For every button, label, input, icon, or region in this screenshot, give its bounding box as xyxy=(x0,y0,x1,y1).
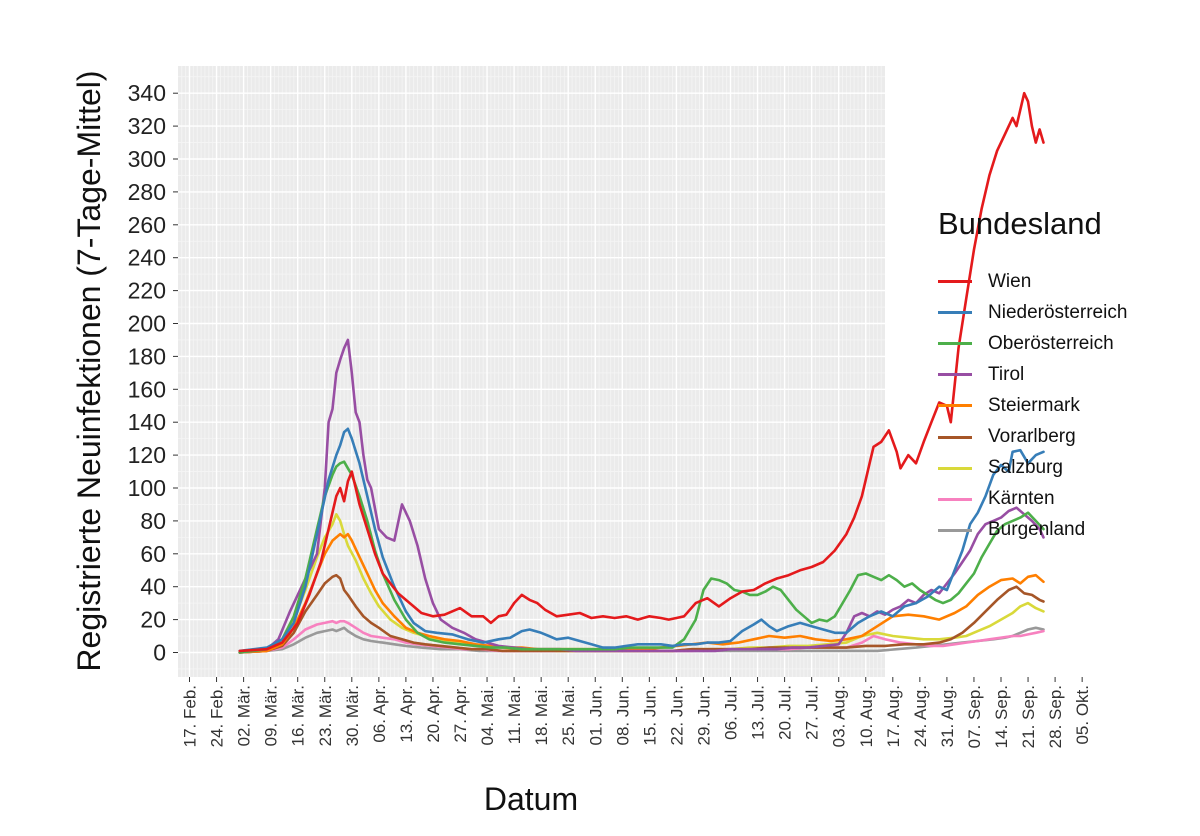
legend-label: Steiermark xyxy=(988,394,1080,416)
x-tick-label: 18. Mai. xyxy=(532,685,551,745)
y-tick-label: 140 xyxy=(128,409,166,435)
x-tick-label: 20. Apr. xyxy=(424,685,443,743)
legend-item: Vorarlberg xyxy=(938,421,1188,452)
x-tick-label: 16. Mär. xyxy=(289,685,308,746)
legend-item: Wien xyxy=(938,266,1188,297)
x-tick-label: 17. Aug. xyxy=(884,685,903,747)
x-tick-label: 27. Apr. xyxy=(451,685,470,743)
y-tick-label: 200 xyxy=(128,311,166,337)
series-line-tirol xyxy=(238,338,1045,654)
legend-item: Kärnten xyxy=(938,484,1188,515)
legend-swatch xyxy=(938,404,972,408)
legend-swatch xyxy=(938,311,972,315)
y-axis-ticks: 0 20 40 60 80 100 120 140 160 180 200 220 240 260 280 3… xyxy=(128,80,178,666)
legend-item: Oberösterreich xyxy=(938,328,1188,359)
x-tick-label: 11. Mai. xyxy=(505,685,524,744)
x-axis-label: Datum xyxy=(484,781,578,817)
y-tick-label: 240 xyxy=(128,245,166,271)
x-tick-label: 10. Aug. xyxy=(857,685,876,747)
x-tick-label: 25. Mai. xyxy=(559,685,578,745)
y-tick-label: 0 xyxy=(153,640,166,666)
x-tick-label: 13. Jul. xyxy=(749,685,768,740)
x-tick-label: 14. Sep. xyxy=(992,685,1011,748)
x-tick-label: 22. Jun. xyxy=(667,685,686,746)
legend-item: Niederösterreich xyxy=(938,297,1188,328)
x-tick-label: 31. Aug. xyxy=(938,685,957,747)
x-tick-label: 24. Feb. xyxy=(208,685,227,747)
legend-item: Burgenland xyxy=(938,515,1188,546)
legend: Bundesland Wien Niederösterreich Oberöster… xyxy=(938,206,1188,546)
legend-swatch xyxy=(938,342,972,346)
legend-item: Tirol xyxy=(938,359,1188,390)
legend-swatch xyxy=(938,435,972,439)
y-tick-label: 20 xyxy=(140,607,166,633)
x-tick-label: 05. Okt. xyxy=(1073,685,1092,745)
x-tick-label: 01. Jun. xyxy=(586,685,605,746)
legend-items: Wien Niederösterreich Oberösterreich Tirol S… xyxy=(938,266,1188,546)
x-tick-label: 03. Aug. xyxy=(830,685,849,747)
x-tick-label: 20. Jul. xyxy=(776,685,795,740)
legend-label: Niederösterreich xyxy=(988,301,1128,323)
legend-item: Salzburg xyxy=(938,453,1188,484)
x-tick-label: 13. Apr. xyxy=(397,685,416,743)
legend-label: Oberösterreich xyxy=(988,332,1114,354)
legend-label: Kärnten xyxy=(988,488,1055,510)
legend-swatch xyxy=(938,466,972,470)
y-tick-label: 320 xyxy=(128,113,166,139)
x-tick-label: 23. Mär. xyxy=(316,685,335,746)
x-tick-label: 09. Mär. xyxy=(262,685,281,746)
series-lines xyxy=(238,91,1045,654)
x-tick-label: 06. Jul. xyxy=(722,685,741,740)
x-tick-label: 06. Apr. xyxy=(370,685,389,743)
x-tick-label: 28. Sep. xyxy=(1046,685,1065,748)
x-tick-label: 17. Feb. xyxy=(181,685,200,747)
y-tick-label: 220 xyxy=(128,278,166,304)
legend-label: Salzburg xyxy=(988,457,1063,479)
x-tick-label: 27. Jul. xyxy=(803,685,822,740)
legend-label: Vorarlberg xyxy=(988,426,1076,448)
y-tick-label: 260 xyxy=(128,212,166,238)
series-line-niederösterreich xyxy=(238,427,1045,653)
y-tick-label: 300 xyxy=(128,146,166,172)
x-tick-label: 24. Aug. xyxy=(911,685,930,747)
x-tick-label: 15. Jun. xyxy=(640,685,659,746)
legend-swatch xyxy=(938,497,972,501)
y-tick-label: 120 xyxy=(128,442,166,468)
y-tick-label: 280 xyxy=(128,179,166,205)
legend-label: Wien xyxy=(988,270,1032,292)
legend-label: Burgenland xyxy=(988,519,1086,541)
x-tick-label: 07. Sep. xyxy=(965,685,984,748)
y-tick-label: 60 xyxy=(140,541,166,567)
legend-item: Steiermark xyxy=(938,390,1188,421)
x-tick-label: 29. Jun. xyxy=(694,685,713,746)
y-tick-label: 80 xyxy=(140,508,166,534)
x-tick-label: 08. Jun. xyxy=(613,685,632,746)
plot-panel xyxy=(178,66,885,677)
y-tick-label: 160 xyxy=(128,376,166,402)
x-tick-label: 02. Mär. xyxy=(235,685,254,746)
legend-swatch xyxy=(938,280,972,284)
x-tick-label: 30. Mär. xyxy=(343,685,362,746)
x-axis-ticks: 17. Feb. 24. Feb. 02. Mär. 09. Mär. 16. Mär.… xyxy=(181,677,1092,748)
legend-swatch xyxy=(938,373,972,377)
series-line-wien xyxy=(238,91,1045,653)
series-line-oberösterreich xyxy=(238,460,1045,654)
y-tick-label: 340 xyxy=(128,80,166,106)
y-tick-label: 100 xyxy=(128,475,166,501)
y-axis-label: Registrierte Neuinfektionen (7-Tage-Mitt… xyxy=(71,70,107,671)
legend-title: Bundesland xyxy=(938,206,1102,241)
legend-label: Tirol xyxy=(988,363,1025,385)
x-tick-label: 21. Sep. xyxy=(1019,685,1038,748)
legend-swatch xyxy=(938,528,972,532)
x-tick-label: 04. Mai. xyxy=(478,685,497,745)
y-tick-label: 180 xyxy=(128,343,166,369)
y-tick-label: 40 xyxy=(140,574,166,600)
